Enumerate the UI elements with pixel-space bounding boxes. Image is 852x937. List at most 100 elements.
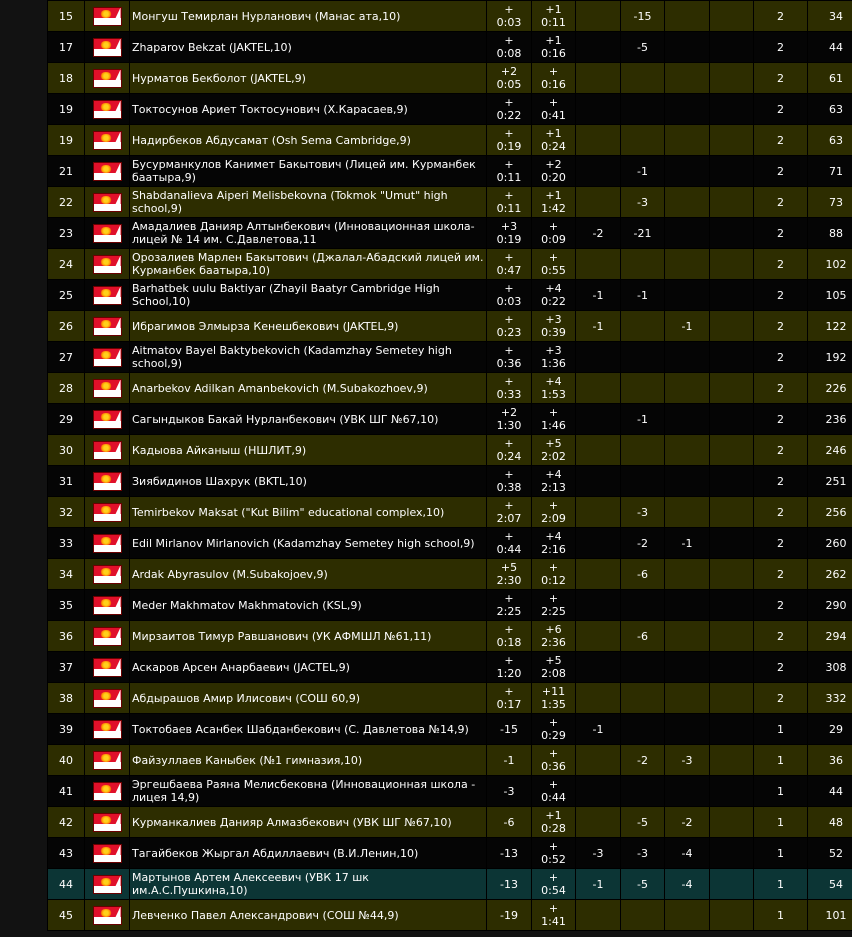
problem-6-cell bbox=[709, 341, 754, 373]
flag-cell bbox=[84, 434, 130, 466]
contestant-name[interactable]: Barhatbek uulu Baktiyar (Zhayil Baatyr C… bbox=[129, 279, 487, 311]
contestant-name[interactable]: Токтосунов Ариет Токтосунович (Х.Карасае… bbox=[129, 93, 487, 125]
contestant-name[interactable]: Meder Makhmatov Makhmatovich (KSL,9) bbox=[129, 589, 487, 621]
problem-1-cell: -15 bbox=[486, 713, 532, 745]
contestant-name[interactable]: Edil Mirlanov Mirlanovich (Kadamzhay Sem… bbox=[129, 527, 487, 559]
contestant-name[interactable]: Орозалиев Марлен Бакытович (Джалал-Абадс… bbox=[129, 248, 487, 280]
flag-cell bbox=[84, 713, 130, 745]
contestant-name[interactable]: Нурматов Бекболот (JAKTEL,9) bbox=[129, 62, 487, 94]
contestant-name[interactable]: Aitmatov Bayel Baktybekovich (Kadamzhay … bbox=[129, 341, 487, 373]
contestant-name[interactable]: Файзуллаев Каныбек (№1 гимназия,10) bbox=[129, 744, 487, 776]
table-row: 37 Аскаров Арсен Анарбаевич (JACTEL,9) + 1… bbox=[47, 651, 852, 683]
contestant-name[interactable]: Мирзаитов Тимур Равшанович (УК АФМШЛ №61… bbox=[129, 620, 487, 652]
contestant-name[interactable]: Аскаров Арсен Анарбаевич (JACTEL,9) bbox=[129, 651, 487, 683]
contestant-name[interactable]: Мартынов Артем Алексеевич (УВК 17 шк им.… bbox=[129, 868, 487, 900]
table-row: 15 Монгуш Темирлан Нурланович (Манас ата,… bbox=[47, 0, 852, 32]
contestant-name[interactable]: Левченко Павел Александрович (СОШ №44,9) bbox=[129, 899, 487, 931]
problem-5-cell bbox=[664, 713, 710, 745]
place-cell: 43 bbox=[47, 837, 85, 869]
problem-2-cell: + 0:41 bbox=[531, 93, 576, 125]
problem-1-cell: + 0:24 bbox=[486, 434, 532, 466]
problem-5-cell bbox=[664, 496, 710, 528]
problem-6-cell bbox=[709, 775, 754, 807]
contestant-name[interactable]: Тагайбеков Жыргал Абдиллаевич (В.И.Ленин… bbox=[129, 837, 487, 869]
problem-4-cell bbox=[620, 372, 665, 404]
flag-cell bbox=[84, 186, 130, 218]
solved-count: 2 bbox=[753, 527, 808, 559]
contestant-name[interactable]: Абдырашов Амир Илисович (СОШ 60,9) bbox=[129, 682, 487, 714]
problem-6-cell bbox=[709, 620, 754, 652]
problem-4-cell: -2 bbox=[620, 744, 665, 776]
problem-3-cell bbox=[575, 403, 621, 435]
flag-cell bbox=[84, 93, 130, 125]
problem-4-cell bbox=[620, 465, 665, 497]
penalty-total: 102 bbox=[807, 248, 852, 280]
place-cell: 18 bbox=[47, 62, 85, 94]
problem-3-cell bbox=[575, 434, 621, 466]
problem-4-cell: -1 bbox=[620, 403, 665, 435]
flag-cell bbox=[84, 310, 130, 342]
flag-cell bbox=[84, 217, 130, 249]
problem-1-cell: + 2:07 bbox=[486, 496, 532, 528]
kyrgyzstan-flag-icon bbox=[92, 6, 122, 26]
solved-count: 2 bbox=[753, 372, 808, 404]
flag-cell bbox=[84, 527, 130, 559]
contestant-name[interactable]: Курманкалиев Данияр Алмазбекович (УВК ШГ… bbox=[129, 806, 487, 838]
problem-4-cell bbox=[620, 589, 665, 621]
problem-3-cell: -1 bbox=[575, 310, 621, 342]
problem-6-cell bbox=[709, 806, 754, 838]
contestant-name[interactable]: Амадалиев Данияр Алтынбекович (Инновацио… bbox=[129, 217, 487, 249]
problem-2-cell: +4 2:16 bbox=[531, 527, 576, 559]
contestant-name[interactable]: Эргешбаева Раяна Мелисбековна (Инновацио… bbox=[129, 775, 487, 807]
problem-1-cell: -6 bbox=[486, 806, 532, 838]
solved-count: 2 bbox=[753, 434, 808, 466]
contestant-name[interactable]: Надирбеков Абдусамат (Osh Sema Cambridge… bbox=[129, 124, 487, 156]
problem-4-cell: -5 bbox=[620, 31, 665, 63]
problem-1-cell: + 0:08 bbox=[486, 31, 532, 63]
problem-3-cell bbox=[575, 31, 621, 63]
problem-6-cell bbox=[709, 465, 754, 497]
contestant-name[interactable]: Shabdanalieva Aiperi Melisbekovna (Tokmo… bbox=[129, 186, 487, 218]
flag-cell bbox=[84, 496, 130, 528]
contestant-name[interactable]: Anarbekov Adilkan Amanbekovich (M.Subako… bbox=[129, 372, 487, 404]
problem-1-cell: +3 0:19 bbox=[486, 217, 532, 249]
penalty-total: 308 bbox=[807, 651, 852, 683]
problem-1-cell: + 0:38 bbox=[486, 465, 532, 497]
table-row: 34 Ardak Abyrasulov (M.Subakojoev,9) +5 2:… bbox=[47, 558, 852, 590]
contestant-name[interactable]: Кадыова Айканыш (НШЛИТ,9) bbox=[129, 434, 487, 466]
problem-2-cell: +1 0:16 bbox=[531, 31, 576, 63]
place-cell: 35 bbox=[47, 589, 85, 621]
problem-3-cell bbox=[575, 248, 621, 280]
flag-cell bbox=[84, 62, 130, 94]
problem-5-cell bbox=[664, 775, 710, 807]
table-row: 24 Орозалиев Марлен Бакытович (Джалал-Аба… bbox=[47, 248, 852, 280]
penalty-total: 290 bbox=[807, 589, 852, 621]
solved-count: 2 bbox=[753, 589, 808, 621]
contestant-name[interactable]: Монгуш Темирлан Нурланович (Манас ата,10… bbox=[129, 0, 487, 32]
problem-6-cell bbox=[709, 744, 754, 776]
table-row: 31 Зиябидинов Шахрук (BKTL,10) + 0:38 +4 2:… bbox=[47, 465, 852, 497]
problem-4-cell: -6 bbox=[620, 620, 665, 652]
contestant-name[interactable]: Ardak Abyrasulov (M.Subakojoev,9) bbox=[129, 558, 487, 590]
problem-6-cell bbox=[709, 434, 754, 466]
contestant-name[interactable]: Сагындыков Бакай Нурланбекович (УВК ШГ №… bbox=[129, 403, 487, 435]
problem-2-cell: + 0:09 bbox=[531, 217, 576, 249]
flag-cell bbox=[84, 558, 130, 590]
problem-3-cell bbox=[575, 775, 621, 807]
solved-count: 2 bbox=[753, 651, 808, 683]
contestant-name[interactable]: Токтобаев Асанбек Шабданбекович (С. Давл… bbox=[129, 713, 487, 745]
contestant-name[interactable]: Temirbekov Maksat ("Kut Bilim" education… bbox=[129, 496, 487, 528]
contestant-name[interactable]: Zhaparov Bekzat (JAKTEL,10) bbox=[129, 31, 487, 63]
flag-cell bbox=[84, 372, 130, 404]
contestant-name[interactable]: Ибрагимов Элмырза Кенешбекович (JAKTEL,9… bbox=[129, 310, 487, 342]
flag-cell bbox=[84, 868, 130, 900]
kyrgyzstan-flag-icon bbox=[92, 905, 122, 925]
kyrgyzstan-flag-icon bbox=[92, 68, 122, 88]
contestant-name[interactable]: Бусурманкулов Канимет Бакытович (Лицей и… bbox=[129, 155, 487, 187]
problem-5-cell: -4 bbox=[664, 837, 710, 869]
problem-6-cell bbox=[709, 248, 754, 280]
problem-2-cell: + 0:44 bbox=[531, 775, 576, 807]
problem-5-cell bbox=[664, 434, 710, 466]
problem-2-cell: + 0:16 bbox=[531, 62, 576, 94]
contestant-name[interactable]: Зиябидинов Шахрук (BKTL,10) bbox=[129, 465, 487, 497]
